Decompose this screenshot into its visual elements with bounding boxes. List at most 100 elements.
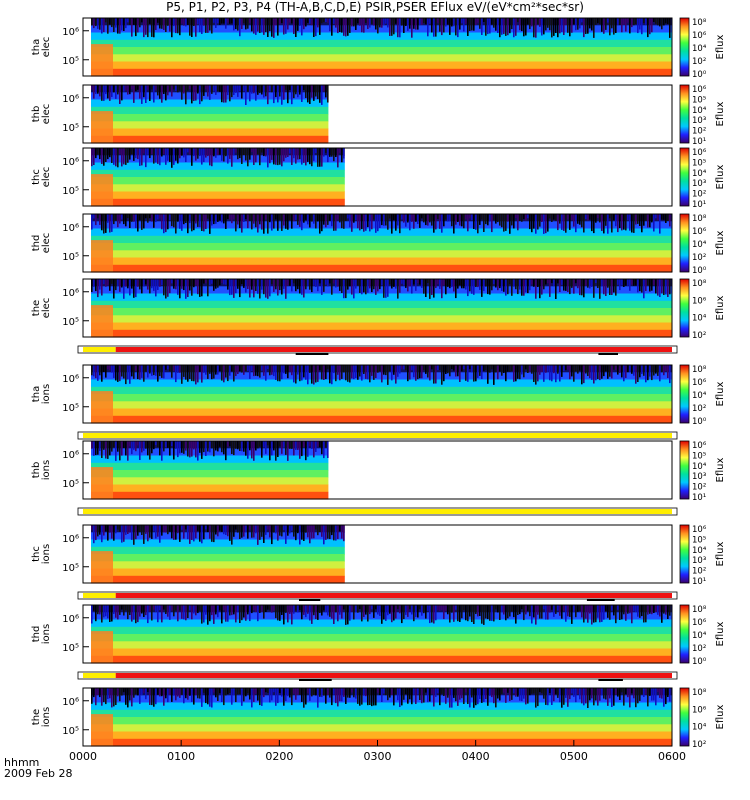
noise-column <box>219 365 221 371</box>
noise-column <box>525 605 527 615</box>
noise-column <box>669 214 671 227</box>
noise-column <box>615 279 617 296</box>
noise-column <box>423 605 425 614</box>
noise-column <box>305 85 307 98</box>
noise-column <box>153 605 155 610</box>
noise-column <box>593 688 595 706</box>
noise-column <box>131 148 133 155</box>
noise-column <box>131 279 133 289</box>
noise-column <box>97 365 99 381</box>
noise-column <box>175 605 177 611</box>
noise-column <box>259 148 261 166</box>
y-tick-label: 10⁵ <box>62 317 79 328</box>
noise-column <box>409 688 411 700</box>
noise-column <box>509 214 511 234</box>
noise-column <box>191 214 193 232</box>
noise-column <box>107 18 109 34</box>
noise-column <box>311 365 313 384</box>
noise-column <box>155 525 157 539</box>
noise-column <box>645 214 647 221</box>
noise-column <box>461 214 463 227</box>
noise-column <box>301 214 303 231</box>
noise-column <box>567 365 569 370</box>
noise-column <box>401 605 403 624</box>
noise-column <box>645 18 647 25</box>
noise-column <box>145 214 147 219</box>
noise-column <box>665 605 667 615</box>
noise-column <box>251 605 253 614</box>
noise-column <box>481 279 483 297</box>
noise-column <box>223 525 225 535</box>
noise-column <box>491 18 493 25</box>
noise-column <box>117 214 119 228</box>
noise-column <box>541 365 543 373</box>
noise-column <box>375 279 377 295</box>
noise-column <box>283 148 285 162</box>
noise-column <box>247 688 249 694</box>
noise-column <box>389 605 391 614</box>
noise-column <box>329 688 331 698</box>
noise-column <box>561 18 563 33</box>
noise-column <box>295 688 297 700</box>
noise-column <box>433 688 435 707</box>
noise-column <box>569 365 571 380</box>
noise-column <box>513 214 515 229</box>
noise-column <box>451 279 453 288</box>
noise-column <box>171 525 173 539</box>
noise-column <box>411 18 413 38</box>
noise-column <box>575 605 577 618</box>
x-axis-label: hhmm <box>4 756 40 769</box>
noise-column <box>109 279 111 291</box>
colorbar-tick-label: 10⁵ <box>692 95 706 105</box>
noise-column <box>271 605 273 613</box>
noise-column <box>477 688 479 705</box>
noise-column <box>497 18 499 33</box>
colorbar-tick-label: 10⁴ <box>692 106 707 116</box>
noise-column <box>561 365 563 377</box>
noise-column <box>641 18 643 35</box>
noise-column <box>559 365 561 382</box>
noise-column <box>603 18 605 34</box>
noise-column <box>253 214 255 224</box>
energy-band <box>91 68 672 77</box>
noise-column <box>149 525 151 538</box>
noise-column <box>545 365 547 373</box>
noise-column <box>667 214 669 221</box>
noise-column <box>159 214 161 219</box>
noise-column <box>161 688 163 697</box>
noise-column <box>273 18 275 38</box>
noise-column <box>243 605 245 618</box>
noise-column <box>205 605 207 615</box>
noise-column <box>555 605 557 614</box>
noise-column <box>277 605 279 621</box>
noise-column <box>463 365 465 370</box>
noise-column <box>393 605 395 621</box>
noise-column <box>471 688 473 698</box>
noise-column <box>657 279 659 296</box>
noise-column <box>423 214 425 223</box>
noise-column <box>277 688 279 704</box>
noise-column <box>313 605 315 616</box>
noise-column <box>605 605 607 612</box>
noise-column <box>353 214 355 223</box>
colorbar-tick-label: 10⁶ <box>692 31 707 41</box>
noise-column <box>583 365 585 384</box>
noise-column <box>529 279 531 291</box>
noise-column <box>215 365 217 375</box>
noise-column <box>627 688 629 698</box>
energy-band <box>91 54 672 63</box>
panel-frame <box>82 84 673 144</box>
colorbar-tick-label: 10⁸ <box>692 18 707 28</box>
noise-column <box>119 214 121 224</box>
energy-band <box>91 293 672 302</box>
noise-column <box>175 85 177 91</box>
noise-column <box>531 18 533 27</box>
noise-column <box>377 18 379 34</box>
noise-column <box>463 688 465 704</box>
noise-column <box>561 688 563 708</box>
noise-column <box>247 148 249 167</box>
noise-column <box>339 148 341 153</box>
